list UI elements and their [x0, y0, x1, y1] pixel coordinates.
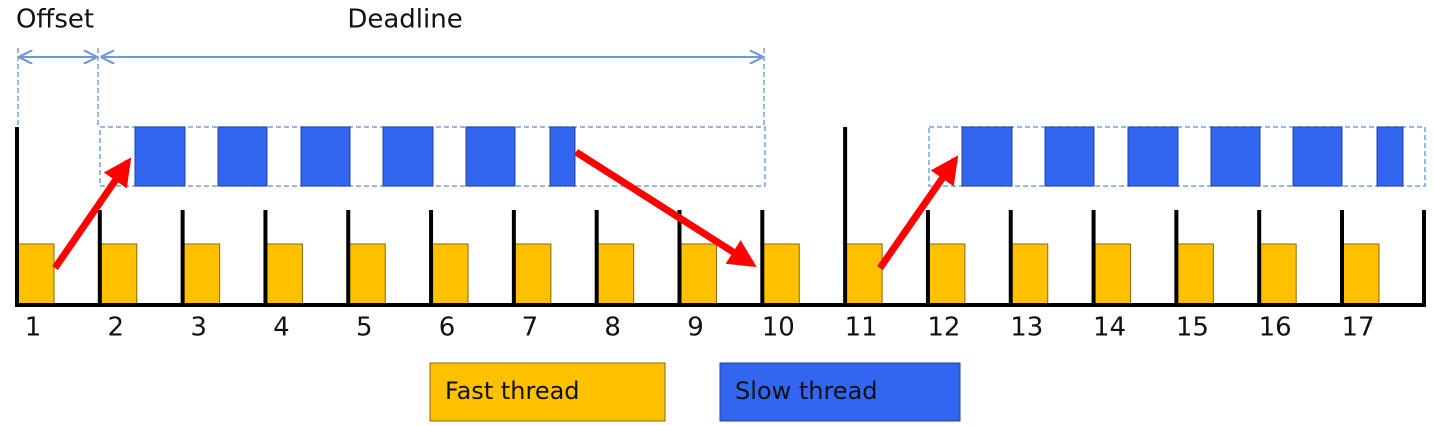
handoff-arrow [52, 157, 132, 270]
timeline: 1 2 3 4 5 6 7 8 9 10 11 12 13 14 15 16 17 [15, 127, 1380, 343]
fast-block [430, 243, 469, 306]
fast-block [347, 243, 386, 306]
legend-slow-swatch [719, 362, 961, 422]
slow-block [1210, 126, 1261, 187]
tick-label: 17 [1341, 313, 1374, 343]
slow-block [217, 126, 268, 187]
offset-label: Offset [16, 5, 94, 35]
legend-fast-swatch [429, 362, 666, 422]
slow-block [1044, 126, 1095, 187]
slow-block [549, 126, 576, 187]
fast-block [596, 243, 635, 306]
slow-block [300, 126, 351, 187]
fast-block [16, 243, 55, 306]
tick-label: 4 [273, 313, 290, 343]
tick-label: 15 [1176, 313, 1209, 343]
deadline-label: Deadline [347, 5, 462, 35]
tick-label: 1 [25, 313, 42, 343]
tick-label: 12 [927, 313, 960, 343]
fast-block [844, 243, 883, 306]
tick-label: 9 [687, 313, 704, 343]
fast-block [264, 243, 303, 306]
fast-block [99, 243, 138, 306]
fast-block [513, 243, 552, 306]
fast-block [1341, 243, 1380, 306]
legend-fast-label: Fast thread [445, 377, 580, 405]
slow-block [1292, 126, 1343, 187]
tick-label: 13 [1010, 313, 1043, 343]
slow-block [382, 126, 434, 187]
tick-label: 10 [762, 313, 795, 343]
fast-block [182, 243, 221, 306]
tick-label: 7 [522, 313, 539, 343]
slow-block [465, 126, 516, 187]
tick-label: 3 [190, 313, 207, 343]
handoff-arrow [877, 155, 959, 270]
fast-block [1258, 243, 1297, 306]
fast-block [1093, 243, 1132, 306]
fast-block [761, 243, 800, 306]
tick-label: 2 [108, 313, 125, 343]
tick-label: 5 [356, 313, 373, 343]
tick-label: 11 [845, 313, 878, 343]
legend-slow-label: Slow thread [735, 377, 878, 405]
tick-label: 16 [1259, 313, 1292, 343]
tick-label: 8 [604, 313, 621, 343]
handoff-arrow [574, 149, 757, 268]
tick-label: 6 [439, 313, 456, 343]
fast-block [679, 243, 717, 306]
slow-blocks [134, 126, 1404, 187]
fast-block [1175, 243, 1214, 306]
slow-block [1376, 126, 1404, 187]
fast-block [927, 243, 966, 306]
tick-label: 14 [1093, 313, 1126, 343]
slow-block [134, 126, 186, 187]
slow-block [1127, 126, 1179, 187]
slow-block [961, 126, 1013, 187]
fast-block [1010, 243, 1049, 306]
